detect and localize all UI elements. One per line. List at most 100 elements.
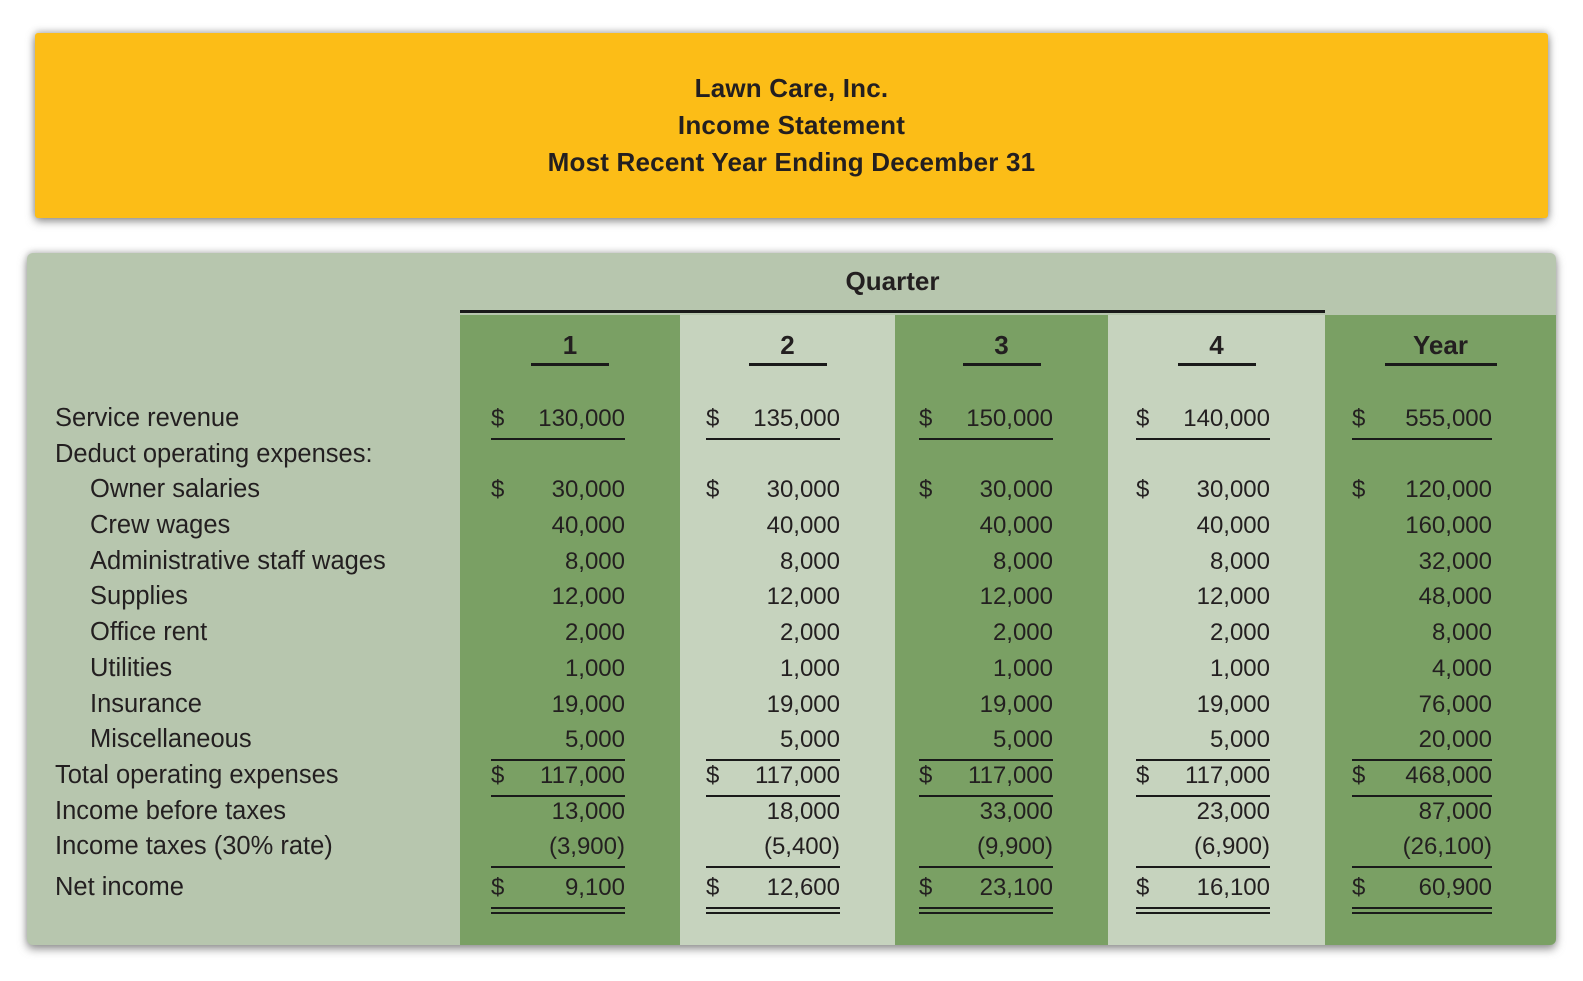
row-label: Income before taxes bbox=[55, 796, 287, 825]
row-label: Deduct operating expenses: bbox=[55, 439, 373, 468]
cell-q2: 12,000 bbox=[766, 583, 840, 611]
cell-year: $120,000 bbox=[1325, 472, 1556, 508]
table-row: Insurance 19,000 19,000 19,000 19,000 76,000 bbox=[27, 687, 1556, 723]
cell-value: 468,000 bbox=[1405, 761, 1492, 789]
cell-value: 555,000 bbox=[1405, 405, 1492, 432]
income-statement-table: Quarter 1 2 3 4 Year Service revenue $130,000… bbox=[27, 253, 1556, 945]
cell-q4: 1,000 bbox=[1209, 654, 1270, 682]
cell-year bbox=[1325, 437, 1556, 473]
cell-q2: 18,000 bbox=[766, 797, 840, 825]
table-row: Net income $9,100 $12,600 $23,100 $16,100 $60… bbox=[27, 870, 1556, 914]
column-header-q2: 2 bbox=[680, 315, 895, 366]
row-label: Crew wages bbox=[90, 511, 231, 540]
period-subtitle: Most Recent Year Ending December 31 bbox=[547, 147, 1036, 177]
quarter1-column-stripe bbox=[460, 315, 680, 945]
cell-year: 32,000 bbox=[1418, 547, 1492, 575]
row-label: Total operating expenses bbox=[55, 760, 339, 789]
cell-q2: $12,600 bbox=[680, 870, 895, 914]
cell-q3: 8,000 bbox=[992, 547, 1053, 575]
cell-q4: $30,000 bbox=[1108, 472, 1325, 508]
cell-q1: 19,000 bbox=[551, 690, 625, 718]
currency-symbol: $ bbox=[919, 873, 933, 901]
currency-symbol: $ bbox=[706, 405, 720, 432]
cell-q1: $130,000 bbox=[460, 401, 680, 440]
cell-q2: $30,000 bbox=[680, 472, 895, 508]
cell-value: 16,100 bbox=[1196, 873, 1270, 901]
currency-symbol: $ bbox=[491, 873, 505, 901]
currency-symbol: $ bbox=[919, 405, 933, 432]
cell-q4: $16,100 bbox=[1108, 870, 1325, 914]
cell-q1: (3,900) bbox=[460, 829, 680, 868]
column-header-label: 4 bbox=[1177, 330, 1256, 366]
row-label: Office rent bbox=[90, 618, 208, 647]
row-label: Insurance bbox=[90, 689, 202, 718]
currency-symbol: $ bbox=[706, 873, 720, 901]
table-row: Office rent 2,000 2,000 2,000 2,000 8,000 bbox=[27, 615, 1556, 651]
cell-q3: $30,000 bbox=[895, 472, 1108, 508]
cell-year: 20,000 bbox=[1325, 722, 1556, 761]
cell-q1: 1,000 bbox=[564, 654, 625, 682]
cell-value: 30,000 bbox=[551, 476, 625, 504]
row-label: Miscellaneous bbox=[90, 725, 252, 754]
cell-q3: 19,000 bbox=[979, 690, 1053, 718]
column-header-year: Year bbox=[1325, 315, 1556, 366]
cell-q2: 40,000 bbox=[766, 512, 840, 540]
currency-symbol: $ bbox=[1352, 405, 1366, 432]
cell-q1: 13,000 bbox=[551, 797, 625, 825]
cell-q4: $140,000 bbox=[1108, 401, 1325, 440]
column-header-label: 1 bbox=[531, 330, 609, 366]
cell-year: $555,000 bbox=[1325, 401, 1556, 440]
cell-q2: (5,400) bbox=[680, 829, 895, 868]
statement-title: Income Statement bbox=[677, 110, 906, 140]
company-name: Lawn Care, Inc. bbox=[694, 73, 889, 103]
title-banner: Lawn Care, Inc. Income Statement Most Re… bbox=[35, 33, 1548, 218]
row-label: Owner salaries bbox=[90, 475, 261, 504]
cell-q4: 12,000 bbox=[1196, 583, 1270, 611]
cell-q1: 40,000 bbox=[551, 512, 625, 540]
cell-q4: (6,900) bbox=[1108, 829, 1325, 868]
cell-q2: 8,000 bbox=[779, 547, 840, 575]
cell-value: 117,000 bbox=[1185, 761, 1270, 789]
currency-symbol: $ bbox=[1352, 761, 1366, 789]
cell-value: 23,100 bbox=[979, 873, 1053, 901]
cell-q3: 5,000 bbox=[895, 722, 1108, 761]
cell-q4: 5,000 bbox=[1108, 722, 1325, 761]
table-row: Owner salaries $30,000 $30,000 $30,000 $30,0… bbox=[27, 472, 1556, 508]
cell-q4: $117,000 bbox=[1108, 758, 1325, 797]
cell-value: 117,000 bbox=[540, 761, 625, 789]
table-row: Income taxes (30% rate) (3,900) (5,400) (9,… bbox=[27, 829, 1556, 868]
cell-q3: 1,000 bbox=[992, 654, 1053, 682]
currency-symbol: $ bbox=[1136, 405, 1150, 432]
cell-year: $60,900 bbox=[1325, 870, 1556, 914]
currency-symbol: $ bbox=[706, 476, 720, 504]
cell-q2: $117,000 bbox=[680, 758, 895, 797]
table-row: Utilities 1,000 1,000 1,000 1,000 4,000 bbox=[27, 651, 1556, 687]
cell-q1: $30,000 bbox=[460, 472, 680, 508]
cell-q3: $23,100 bbox=[895, 870, 1108, 914]
row-label: Utilities bbox=[90, 653, 173, 682]
cell-q3: 12,000 bbox=[979, 583, 1053, 611]
column-header-label: 2 bbox=[748, 330, 827, 366]
cell-value: 120,000 bbox=[1405, 476, 1492, 504]
cell-year: $468,000 bbox=[1325, 758, 1556, 797]
cell-year: 160,000 bbox=[1405, 512, 1492, 540]
cell-q3: 40,000 bbox=[979, 512, 1053, 540]
cell-year: 76,000 bbox=[1418, 690, 1492, 718]
column-header-label: 3 bbox=[962, 330, 1041, 366]
table-row: Total operating expenses $117,000 $117,000… bbox=[27, 758, 1556, 797]
cell-value: 150,000 bbox=[966, 405, 1053, 432]
row-label: Service revenue bbox=[55, 404, 240, 432]
column-header-q4: 4 bbox=[1108, 315, 1325, 366]
cell-q4: 2,000 bbox=[1209, 619, 1270, 647]
currency-symbol: $ bbox=[491, 405, 505, 432]
cell-q4 bbox=[1108, 437, 1325, 473]
table-row: Administrative staff wages 8,000 8,000 8,00… bbox=[27, 544, 1556, 580]
currency-symbol: $ bbox=[1136, 761, 1150, 789]
cell-value: 60,900 bbox=[1418, 873, 1492, 901]
cell-value: 130,000 bbox=[538, 405, 625, 432]
cell-q2: 2,000 bbox=[779, 619, 840, 647]
table-row: Deduct operating expenses: bbox=[27, 437, 1556, 473]
currency-symbol: $ bbox=[706, 761, 720, 789]
cell-year: 4,000 bbox=[1431, 654, 1492, 682]
